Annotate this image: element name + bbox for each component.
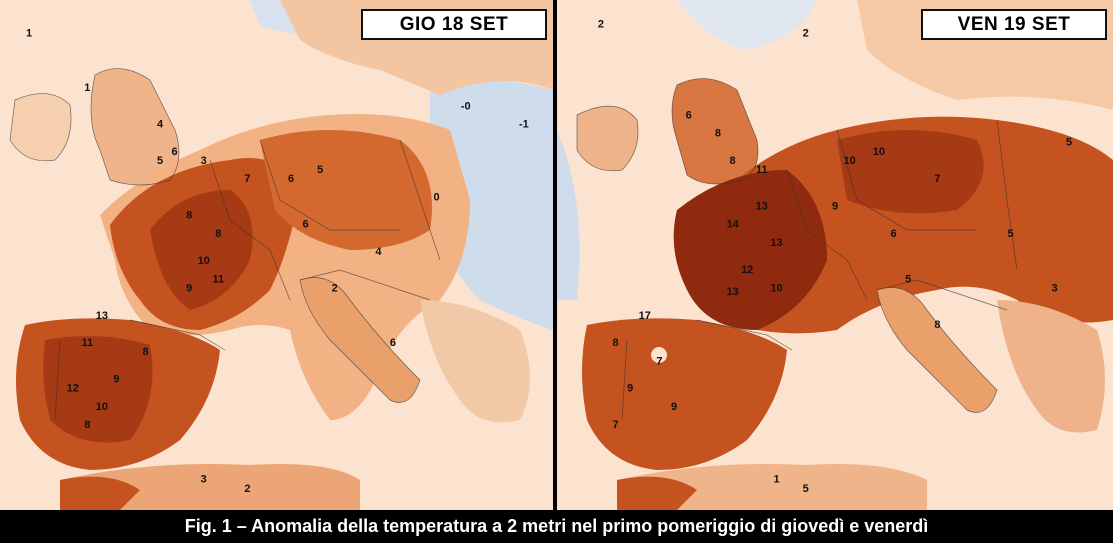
anomaly-value-label: 3 bbox=[201, 155, 207, 167]
anomaly-value-label: -1 bbox=[519, 119, 529, 131]
figure-caption: Fig. 1 – Anomalia della temperatura a 2 … bbox=[0, 510, 1113, 543]
anomaly-value-label: 12 bbox=[67, 383, 79, 395]
anomaly-value-label: 8 bbox=[715, 128, 721, 140]
land-ireland bbox=[10, 93, 71, 161]
country-borders bbox=[576, 78, 1018, 421]
date-label-thursday: GIO 18 SET bbox=[361, 9, 547, 40]
anomaly-value-label: 14 bbox=[726, 219, 739, 231]
country-borders bbox=[9, 68, 441, 421]
land-italy bbox=[877, 287, 997, 413]
warm-iberia bbox=[582, 318, 787, 470]
anomaly-value-label: 5 bbox=[1066, 137, 1072, 149]
anomaly-value-label: 2 bbox=[244, 483, 250, 495]
anomaly-value-label: 5 bbox=[905, 273, 911, 285]
anomaly-value-label: 8 bbox=[730, 155, 736, 167]
anomaly-value-label: 7 bbox=[612, 419, 618, 431]
anomaly-value-label: 8 bbox=[612, 337, 618, 349]
anomaly-value-label: 7 bbox=[934, 173, 940, 185]
cool-region bbox=[430, 80, 553, 330]
warm-deep-france bbox=[673, 170, 827, 330]
anomaly-value-label: 9 bbox=[627, 383, 633, 395]
anomaly-value-label: 3 bbox=[201, 474, 207, 486]
land-ireland bbox=[577, 106, 638, 171]
anomaly-value-label: 1 bbox=[26, 27, 32, 39]
anomaly-value-label: 9 bbox=[186, 282, 192, 294]
anomaly-value-label: 4 bbox=[157, 119, 164, 131]
anomaly-value-label: 2 bbox=[598, 18, 604, 30]
anomaly-value-label: 6 bbox=[890, 228, 896, 240]
anomaly-value-label: 3 bbox=[1051, 282, 1057, 294]
warm-africa bbox=[60, 476, 140, 510]
anomaly-value-label: 9 bbox=[671, 401, 677, 413]
land-britain bbox=[91, 68, 179, 185]
warm-africa bbox=[617, 476, 697, 510]
anomaly-value-label: 0 bbox=[434, 191, 440, 203]
no-data-spot bbox=[651, 347, 667, 363]
anomaly-value-label: 11 bbox=[212, 273, 224, 285]
anomaly-value-label: 5 bbox=[1008, 228, 1014, 240]
warm-deep-iberia bbox=[43, 336, 153, 443]
anomaly-value-label: 2 bbox=[803, 27, 809, 39]
warm-central bbox=[260, 130, 432, 250]
anomaly-value-label: 12 bbox=[741, 264, 753, 276]
anomaly-value-label: 8 bbox=[84, 419, 90, 431]
anomaly-value-label: 5 bbox=[157, 155, 163, 167]
anomaly-value-label: 6 bbox=[172, 146, 178, 158]
land-italy bbox=[300, 277, 420, 403]
land-balkans bbox=[420, 300, 530, 423]
anomaly-value-label: 17 bbox=[639, 310, 651, 322]
anomaly-value-label: 6 bbox=[303, 219, 309, 231]
anomaly-value-label: 6 bbox=[390, 337, 396, 349]
anomaly-value-label: 13 bbox=[726, 286, 738, 298]
anomaly-value-label: 10 bbox=[96, 401, 108, 413]
land-balkans bbox=[997, 300, 1105, 433]
anomaly-value-label: 8 bbox=[215, 228, 221, 240]
anomaly-value-label: 11 bbox=[756, 164, 768, 176]
land-north-africa bbox=[617, 464, 927, 510]
anomaly-value-label: 2 bbox=[332, 282, 338, 294]
land-north-africa bbox=[60, 464, 360, 510]
anomaly-value-label: 10 bbox=[843, 155, 855, 167]
anomaly-value-label: 6 bbox=[686, 109, 692, 121]
map-panel-friday: 2 2 6 8 8 11 10 10 7 14 13 13 12 10 13 17 8 7 9 9 7 9 6 5 8 5 5 3 5 1… bbox=[557, 0, 1113, 510]
anomaly-value-label: 6 bbox=[288, 173, 294, 185]
anomaly-value-label: 10 bbox=[873, 146, 885, 158]
anomaly-value-label: 13 bbox=[770, 237, 782, 249]
anomaly-value-label: 13 bbox=[756, 201, 768, 213]
anomaly-value-label: 10 bbox=[198, 255, 210, 267]
warm-deep-germany bbox=[837, 130, 984, 214]
anomaly-value-label: 5 bbox=[317, 164, 323, 176]
date-label-friday: VEN 19 SET bbox=[921, 9, 1107, 40]
anomaly-value-label: 8 bbox=[934, 319, 940, 331]
anomaly-value-label: 8 bbox=[186, 210, 192, 222]
anomaly-value-label: 7 bbox=[656, 355, 662, 367]
anomaly-value-label: 8 bbox=[142, 346, 148, 358]
anomaly-value-label: 13 bbox=[96, 310, 108, 322]
anomaly-value-label: -0 bbox=[461, 100, 471, 112]
anomaly-value-label: 1 bbox=[773, 474, 779, 486]
anomaly-value-label: 7 bbox=[244, 173, 250, 185]
anomaly-value-label: 10 bbox=[770, 282, 782, 294]
warm-deep-france bbox=[150, 190, 253, 310]
anomaly-value-label: 1 bbox=[84, 82, 90, 94]
anomaly-value-label: 11 bbox=[81, 337, 93, 349]
anomaly-value-label: 5 bbox=[803, 483, 809, 495]
land-britain bbox=[672, 78, 758, 184]
cool-region bbox=[557, 130, 580, 300]
map-panel-thursday: 1 1 4 6 5 3 7 6 5 8 8 10 11 9 13 11 8 9 12 10 8 6 4 2 6 0 -0 -1 2 3 G… bbox=[0, 0, 553, 510]
anomaly-value-label: 9 bbox=[113, 374, 119, 386]
anomaly-value-label: 9 bbox=[832, 201, 838, 213]
cool-region bbox=[677, 0, 817, 50]
anomaly-value-label: 4 bbox=[375, 246, 382, 258]
